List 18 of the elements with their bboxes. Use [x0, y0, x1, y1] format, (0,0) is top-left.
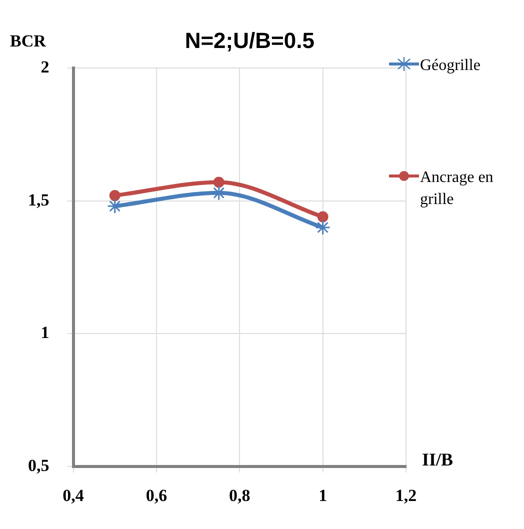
y-tick-label: 1 — [40, 323, 50, 342]
point — [213, 176, 224, 188]
x-axis-title: II/B — [422, 449, 454, 470]
y-tick-label: 0,5 — [28, 456, 50, 475]
x-tick-label: 0,4 — [62, 486, 84, 506]
x-tick-label: 0,6 — [146, 486, 168, 506]
point — [315, 220, 331, 236]
point — [317, 211, 328, 222]
y-axis-title: BCR — [10, 31, 47, 50]
legend-label: Géogrille — [420, 56, 482, 76]
x-tick-label: 1,2 — [395, 486, 417, 506]
y-tick-label: 2 — [40, 57, 50, 76]
point — [109, 190, 120, 202]
y-tick-label: 1,5 — [28, 190, 50, 210]
legend-label: Ancrage en grille — [420, 168, 494, 210]
x-tick-label: 0,8 — [229, 486, 250, 506]
x-tick-label: 1 — [318, 486, 328, 506]
chart-title: N=2;U/B=0.5 — [184, 28, 314, 54]
